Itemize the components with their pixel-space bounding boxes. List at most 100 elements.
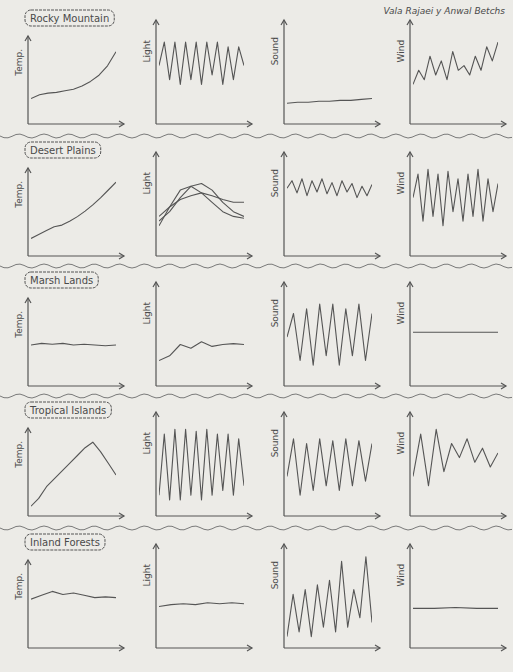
plot-area [159, 603, 244, 607]
line [413, 429, 498, 485]
x-arrow [375, 513, 380, 519]
y-label: Temp. [14, 311, 24, 339]
x-arrow [119, 383, 124, 389]
y-axis [155, 412, 156, 516]
y-axis [409, 282, 410, 386]
x-arrow [375, 645, 380, 651]
plot-area [413, 429, 498, 485]
chart: Sound [270, 282, 380, 389]
x-arrow [501, 513, 506, 519]
title-bubble [25, 534, 105, 550]
y-arrow [281, 544, 287, 549]
x-arrow [247, 513, 252, 519]
chart: Marsh LandsTemp. [14, 272, 124, 389]
y-arrow [407, 544, 413, 549]
x-axis [156, 255, 252, 256]
x-axis [284, 123, 380, 124]
line [31, 591, 116, 599]
y-label: Light [142, 40, 152, 63]
line [287, 99, 372, 104]
y-axis [283, 544, 284, 648]
x-axis [410, 255, 506, 256]
plot-area [287, 304, 372, 365]
x-arrow [501, 645, 506, 651]
y-axis [283, 20, 284, 124]
chart: Wind [396, 282, 506, 389]
x-arrow [247, 645, 252, 651]
chart: Inland Forests Temp. [14, 534, 124, 651]
y-axis [409, 20, 410, 124]
y-label: Temp. [14, 441, 24, 469]
chart: Tropical IslandsTemp. [14, 402, 124, 519]
row-separator [0, 264, 512, 268]
plot-area [413, 42, 498, 84]
chart: Sound [270, 152, 380, 259]
chart: Light [142, 20, 252, 127]
x-arrow [375, 253, 380, 259]
x-axis [284, 385, 380, 386]
plot-area [159, 429, 244, 500]
y-axis [27, 36, 28, 124]
y-label: Wind [396, 564, 406, 587]
x-axis [410, 515, 506, 516]
x-arrow [247, 383, 252, 389]
line [413, 42, 498, 84]
plot-area [413, 607, 498, 609]
x-axis [156, 385, 252, 386]
chart-title: Desert Plains [30, 145, 96, 156]
plot-area [159, 342, 244, 361]
line [413, 169, 498, 225]
y-label: Sound [270, 169, 280, 197]
x-axis [410, 385, 506, 386]
y-label: Light [142, 172, 152, 195]
y-arrow [153, 412, 159, 417]
y-label: Temp. [14, 181, 24, 209]
y-arrow [25, 168, 31, 173]
y-arrow [25, 560, 31, 565]
x-arrow [247, 121, 252, 127]
line [287, 179, 372, 198]
y-axis [409, 412, 410, 516]
chart: Sound [270, 20, 380, 127]
y-arrow [153, 282, 159, 287]
y-axis [27, 428, 28, 516]
line [31, 343, 116, 345]
chart: Wind [396, 412, 506, 519]
y-arrow [407, 20, 413, 25]
x-arrow [119, 121, 124, 127]
y-arrow [281, 412, 287, 417]
x-axis [410, 647, 506, 648]
y-label: Wind [396, 172, 406, 195]
plot-area [287, 439, 372, 495]
title-bubble [25, 142, 101, 158]
y-label: Sound [270, 561, 280, 589]
y-label: Light [142, 432, 152, 455]
sheet: Vala Rajaei y Anwal BetchsRocky Mountain… [0, 0, 513, 672]
paper [0, 0, 513, 672]
chart: Sound [270, 412, 380, 519]
y-axis [155, 282, 156, 386]
x-arrow [501, 121, 506, 127]
x-axis [28, 385, 124, 386]
y-label: Sound [270, 299, 280, 327]
plot-area [31, 343, 116, 345]
y-arrow [25, 36, 31, 41]
chart-title: Rocky Mountain [30, 13, 109, 24]
plot-area [413, 169, 498, 225]
y-arrow [407, 282, 413, 287]
y-label: Temp. [14, 573, 24, 601]
y-label: Light [142, 564, 152, 587]
y-axis [155, 152, 156, 256]
line [159, 184, 244, 222]
y-label: Light [142, 302, 152, 325]
x-axis [410, 123, 506, 124]
y-arrow [153, 544, 159, 549]
title-bubble [25, 402, 111, 418]
plot-area [287, 99, 372, 104]
y-arrow [25, 298, 31, 303]
chart-title: Inland Forests [30, 537, 100, 548]
x-axis [156, 647, 252, 648]
x-axis [284, 647, 380, 648]
x-arrow [501, 383, 506, 389]
x-arrow [119, 645, 124, 651]
